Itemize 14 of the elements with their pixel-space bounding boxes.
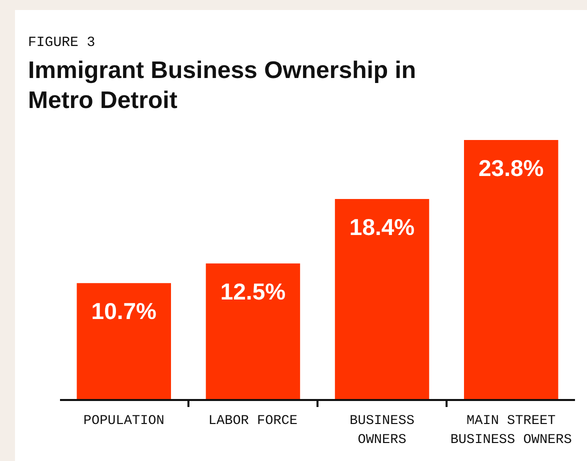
bar <box>334 198 430 400</box>
chart-subtitle: FIGURE 3 <box>28 35 96 51</box>
data-label: 12.5% <box>220 278 286 304</box>
data-label: 18.4% <box>349 214 415 240</box>
chart-title: Immigrant Business Ownership in Metro Detroit <box>28 57 416 114</box>
x-tick-label: POPULATION <box>83 414 164 429</box>
x-tick-label: MAIN STREET BUSINESS OWNERS <box>450 414 572 448</box>
bar <box>206 263 300 400</box>
x-tick-label: BUSINESS OWNERS <box>350 414 414 448</box>
bar <box>464 140 558 400</box>
data-label: 10.7% <box>91 298 156 324</box>
x-tick-label: LABOR FORCE <box>208 414 298 429</box>
data-label: 23.8% <box>478 155 544 181</box>
bar <box>76 283 172 400</box>
